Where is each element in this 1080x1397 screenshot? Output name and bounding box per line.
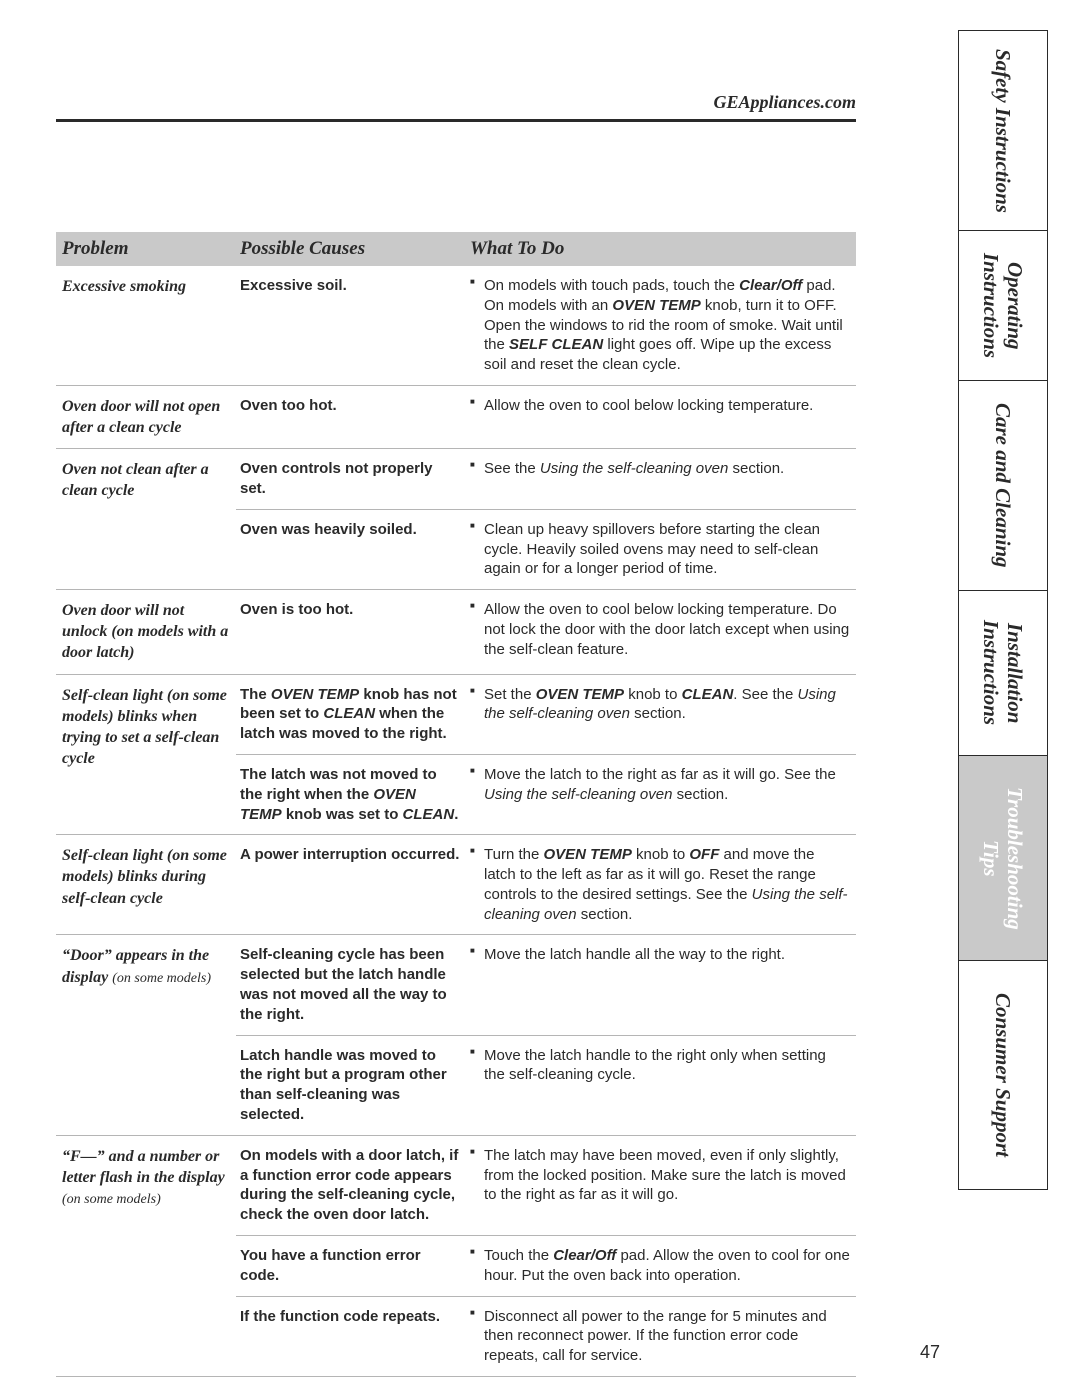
page-number: 47 (920, 1342, 940, 1363)
cause-cell: The OVEN TEMP knob has not been set to C… (236, 674, 466, 754)
section-tab-4[interactable]: TroubleshootingTips (958, 755, 1048, 960)
table-header-row: Problem Possible Causes What To Do (56, 232, 856, 266)
troubleshooting-table: Problem Possible Causes What To Do Exces… (56, 232, 856, 1377)
problem-cell: Self-clean light (on some models) blinks… (56, 835, 236, 935)
cause-cell: Oven is too hot. (236, 590, 466, 674)
section-tab-5[interactable]: Consumer Support (958, 960, 1048, 1190)
what-to-do-cell: See the Using the self-cleaning oven sec… (466, 449, 856, 510)
table-row: “Door” appears in the display (on some m… (56, 935, 856, 1035)
cause-cell: Latch handle was moved to the right but … (236, 1035, 466, 1135)
cause-cell: On models with a door latch, if a functi… (236, 1135, 466, 1235)
col-header-cause: Possible Causes (236, 232, 466, 266)
problem-cell: Oven not clean after a clean cycle (56, 449, 236, 590)
cause-cell: The latch was not moved to the right whe… (236, 754, 466, 834)
cause-cell: If the function code repeats. (236, 1296, 466, 1376)
what-to-do-cell: Disconnect all power to the range for 5 … (466, 1296, 856, 1376)
cause-cell: Oven controls not properly set. (236, 449, 466, 510)
manual-page: Safety InstructionsOperatingInstructions… (0, 0, 1080, 1397)
table-row: Self-clean light (on some models) blinks… (56, 835, 856, 935)
section-tab-1[interactable]: OperatingInstructions (958, 230, 1048, 380)
what-to-do-cell: Turn the OVEN TEMP knob to OFF and move … (466, 835, 856, 935)
what-to-do-cell: Allow the oven to cool below locking tem… (466, 590, 856, 674)
what-to-do-cell: Set the OVEN TEMP knob to CLEAN. See the… (466, 674, 856, 754)
what-to-do-cell: Move the latch handle to the right only … (466, 1035, 856, 1135)
table-row: Excessive smokingExcessive soil.On model… (56, 266, 856, 385)
what-to-do-cell: The latch may have been moved, even if o… (466, 1135, 856, 1235)
problem-cell: Self-clean light (on some models) blinks… (56, 674, 236, 835)
what-to-do-cell: On models with touch pads, touch the Cle… (466, 266, 856, 385)
table-row: Oven door will not open after a clean cy… (56, 385, 856, 448)
cause-cell: Oven too hot. (236, 385, 466, 448)
site-url: GEAppliances.com (56, 92, 856, 122)
problem-cell: Oven door will not open after a clean cy… (56, 385, 236, 448)
problem-cell: Oven door will not unlock (on models wit… (56, 590, 236, 674)
table-row: Oven not clean after a clean cycleOven c… (56, 449, 856, 510)
section-tab-0[interactable]: Safety Instructions (958, 30, 1048, 230)
section-tab-2[interactable]: Care and Cleaning (958, 380, 1048, 590)
cause-cell: A power interruption occurred. (236, 835, 466, 935)
cause-cell: Oven was heavily soiled. (236, 509, 466, 589)
col-header-what: What To Do (466, 232, 856, 266)
problem-cell: “Door” appears in the display (on some m… (56, 935, 236, 1135)
what-to-do-cell: Allow the oven to cool below locking tem… (466, 385, 856, 448)
what-to-do-cell: Clean up heavy spillovers before startin… (466, 509, 856, 589)
section-tab-3[interactable]: InstallationInstructions (958, 590, 1048, 755)
section-tabs: Safety InstructionsOperatingInstructions… (958, 30, 1048, 1190)
cause-cell: Excessive soil. (236, 266, 466, 385)
problem-cell: “F—” and a number or letter flash in the… (56, 1135, 236, 1376)
page-content: GEAppliances.com Problem Possible Causes… (56, 92, 856, 1377)
table-row: “F—” and a number or letter flash in the… (56, 1135, 856, 1235)
table-row: Self-clean light (on some models) blinks… (56, 674, 856, 754)
problem-cell: Excessive smoking (56, 266, 236, 385)
col-header-problem: Problem (56, 232, 236, 266)
cause-cell: You have a function error code. (236, 1236, 466, 1297)
what-to-do-cell: Move the latch handle all the way to the… (466, 935, 856, 1035)
what-to-do-cell: Move the latch to the right as far as it… (466, 754, 856, 834)
cause-cell: Self-cleaning cycle has been selected bu… (236, 935, 466, 1035)
table-row: Oven door will not unlock (on models wit… (56, 590, 856, 674)
what-to-do-cell: Touch the Clear/Off pad. Allow the oven … (466, 1236, 856, 1297)
